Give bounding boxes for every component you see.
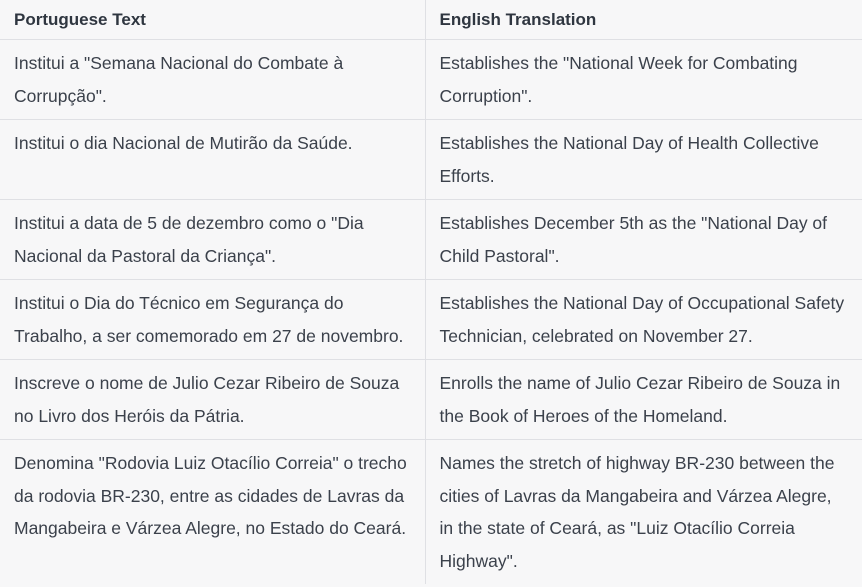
- english-cell: Enrolls the name of Julio Cezar Ribeiro …: [424, 359, 862, 440]
- portuguese-cell: Inscreve o nome de Julio Cezar Ribeiro d…: [0, 359, 425, 440]
- table-row: Institui o Dia do Técnico em Segurança d…: [0, 279, 862, 360]
- portuguese-cell: Institui o Dia do Técnico em Segurança d…: [0, 279, 425, 360]
- column-header-portuguese: Portuguese Text: [0, 0, 425, 40]
- english-cell: Establishes the National Day of Health C…: [424, 119, 862, 200]
- portuguese-cell: Institui a "Semana Nacional do Combate à…: [0, 39, 425, 120]
- column-header-english: English Translation: [424, 0, 862, 40]
- table-row: Institui o dia Nacional de Mutirão da Sa…: [0, 119, 862, 200]
- portuguese-cell: Denomina "Rodovia Luiz Otacílio Correia"…: [14, 453, 407, 538]
- table-row: Denomina "Rodovia Luiz Otacílio Correia"…: [0, 439, 862, 584]
- english-cell: Names the stretch of highway BR-230 betw…: [424, 439, 862, 584]
- portuguese-cell: Institui a data de 5 de dezembro como o …: [0, 199, 425, 280]
- english-cell: Establishes December 5th as the "Nationa…: [424, 199, 862, 280]
- table-row: Institui a "Semana Nacional do Combate à…: [0, 39, 862, 120]
- portuguese-cell: Institui o dia Nacional de Mutirão da Sa…: [0, 119, 425, 200]
- table-body: Institui a "Semana Nacional do Combate à…: [0, 39, 862, 584]
- english-cell: Establishes the "National Week for Comba…: [424, 39, 862, 120]
- english-cell: Establishes the National Day of Occupati…: [424, 279, 862, 360]
- table-header: Portuguese Text English Translation: [0, 0, 862, 40]
- table-row: Inscreve o nome de Julio Cezar Ribeiro d…: [0, 359, 862, 440]
- table-row: Institui a data de 5 de dezembro como o …: [0, 199, 862, 280]
- header-row: Portuguese Text English Translation: [0, 0, 862, 40]
